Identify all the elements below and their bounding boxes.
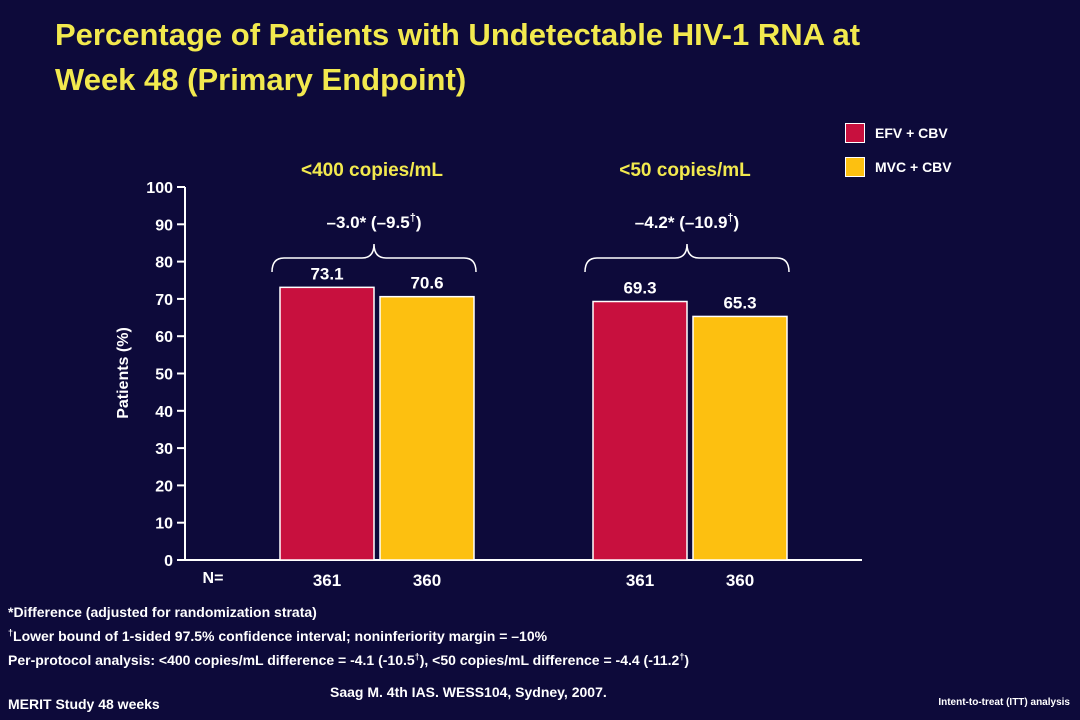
bar-value-label: 69.3 — [623, 279, 656, 298]
difference-brace — [584, 243, 790, 273]
footnote-per-protocol-part-c: ) — [684, 652, 690, 668]
footnote-per-protocol-part-b: ), <50 copies/mL difference = -4.4 (-11.… — [419, 652, 680, 668]
category-label: <50 copies/mL — [619, 160, 751, 181]
y-tick-label: 80 — [155, 255, 173, 272]
y-axis-label: Patients (%) — [115, 327, 132, 419]
legend-item-efv: EFV + CBV — [845, 122, 952, 144]
category-label: <400 copies/mL — [301, 160, 443, 181]
chart-bars — [279, 286, 788, 561]
bar-value-label: 70.6 — [410, 274, 443, 293]
n-value: 360 — [413, 571, 441, 590]
bar-value-label: 73.1 — [310, 264, 343, 283]
footnote-difference: *Difference (adjusted for randomization … — [8, 604, 317, 620]
analysis-label: Intent-to-treat (ITT) analysis — [938, 697, 1070, 708]
y-tick-label: 100 — [146, 180, 173, 197]
chart-labels: N= 73.1 361 70.6 360 <400 copies/mL –3.0* (–9.… — [203, 160, 790, 590]
y-tick-label: 70 — [155, 292, 173, 309]
slide-title: Percentage of Patients with Undetectable… — [55, 12, 1055, 102]
y-tick-label: 10 — [155, 516, 173, 533]
n-value: 361 — [626, 571, 654, 590]
footnote-lower-bound: †Lower bound of 1-sided 97.5% confidence… — [8, 624, 689, 648]
footnotes: *Difference (adjusted for randomization … — [8, 600, 689, 672]
y-tick-label: 90 — [155, 217, 173, 234]
dagger-symbol: † — [8, 627, 14, 638]
n-value: 360 — [726, 571, 754, 590]
legend-swatch-efv — [845, 123, 865, 143]
dagger-symbol: † — [679, 651, 685, 662]
footnote-per-protocol-part-a: Per-protocol analysis: <400 copies/mL di… — [8, 652, 415, 668]
n-value: 361 — [313, 571, 341, 590]
legend-label-mvc: MVC + CBV — [875, 159, 952, 175]
bar-chart: 0 10 20 30 40 50 60 70 80 90 100 Patients (%) N= 73.… — [115, 160, 862, 590]
bar-0-1 — [379, 295, 475, 561]
y-tick-label: 30 — [155, 441, 173, 458]
dagger-symbol: † — [414, 651, 420, 662]
legend-swatch-mvc — [845, 157, 865, 177]
difference-brace — [271, 243, 477, 273]
difference-label: –4.2* (–10.9†) — [635, 212, 739, 232]
citation: Saag M. 4th IAS. WESS104, Sydney, 2007. — [330, 684, 607, 700]
difference-label: –3.0* (–9.5†) — [327, 212, 422, 232]
bar-1-1 — [692, 315, 788, 561]
slide-title-line-2: Week 48 (Primary Endpoint) — [55, 62, 467, 97]
y-tick-label: 40 — [155, 404, 173, 421]
study-label: MERIT Study 48 weeks — [8, 696, 160, 712]
y-tick-label: 50 — [155, 367, 173, 384]
bar-1-0 — [592, 300, 688, 561]
y-tick-label: 60 — [155, 329, 173, 346]
n-label: N= — [203, 570, 224, 587]
legend-item-mvc: MVC + CBV — [845, 156, 952, 178]
y-tick-label: 20 — [155, 478, 173, 495]
slide-title-line-1: Percentage of Patients with Undetectable… — [55, 17, 861, 52]
chart-axes: 0 10 20 30 40 50 60 70 80 90 100 Patients (%) — [115, 180, 862, 570]
y-tick-label: 0 — [164, 553, 173, 570]
footnote-per-protocol: Per-protocol analysis: <400 copies/mL di… — [8, 648, 689, 672]
footnote-lower-bound-text: Lower bound of 1-sided 97.5% confidence … — [13, 628, 548, 644]
legend-label-efv: EFV + CBV — [875, 125, 948, 141]
bar-value-label: 65.3 — [723, 293, 756, 312]
bar-0-0 — [279, 286, 375, 561]
chart-legend: EFV + CBV MVC + CBV — [845, 122, 952, 190]
